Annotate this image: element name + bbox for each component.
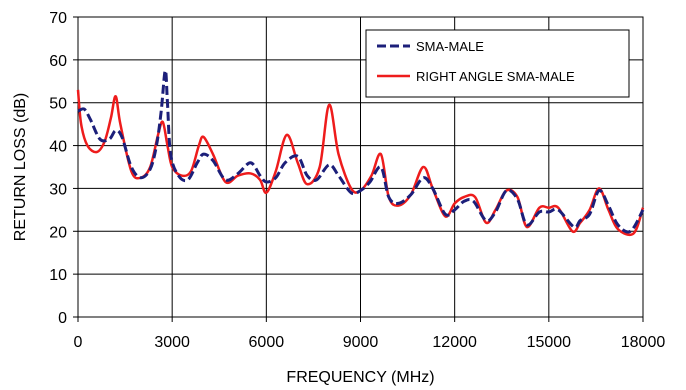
legend-label-sma-male: SMA-MALE bbox=[416, 39, 484, 54]
y-tick-label: 0 bbox=[58, 310, 67, 327]
y-tick-label: 20 bbox=[49, 224, 67, 241]
y-tick-label: 60 bbox=[49, 53, 67, 70]
legend-box bbox=[366, 30, 629, 97]
y-tick-label: 10 bbox=[49, 267, 67, 284]
y-tick-label: 40 bbox=[49, 139, 67, 156]
legend-label-right-angle-sma-male: RIGHT ANGLE SMA-MALE bbox=[416, 69, 575, 84]
x-tick-label: 12000 bbox=[432, 334, 477, 351]
x-tick-label: 0 bbox=[74, 334, 83, 351]
x-tick-label: 3000 bbox=[154, 334, 190, 351]
x-axis-title: FREQUENCY (MHz) bbox=[286, 369, 434, 386]
y-axis-title: RETURN LOSS (dB) bbox=[12, 93, 29, 241]
y-tick-label: 70 bbox=[49, 10, 67, 27]
x-tick-label: 9000 bbox=[343, 334, 379, 351]
x-tick-label: 6000 bbox=[249, 334, 285, 351]
x-tick-label: 18000 bbox=[621, 334, 666, 351]
legend: SMA-MALE RIGHT ANGLE SMA-MALE bbox=[366, 30, 629, 97]
x-tick-label: 15000 bbox=[527, 334, 572, 351]
y-tick-label: 50 bbox=[49, 96, 67, 113]
y-tick-label: 30 bbox=[49, 181, 67, 198]
